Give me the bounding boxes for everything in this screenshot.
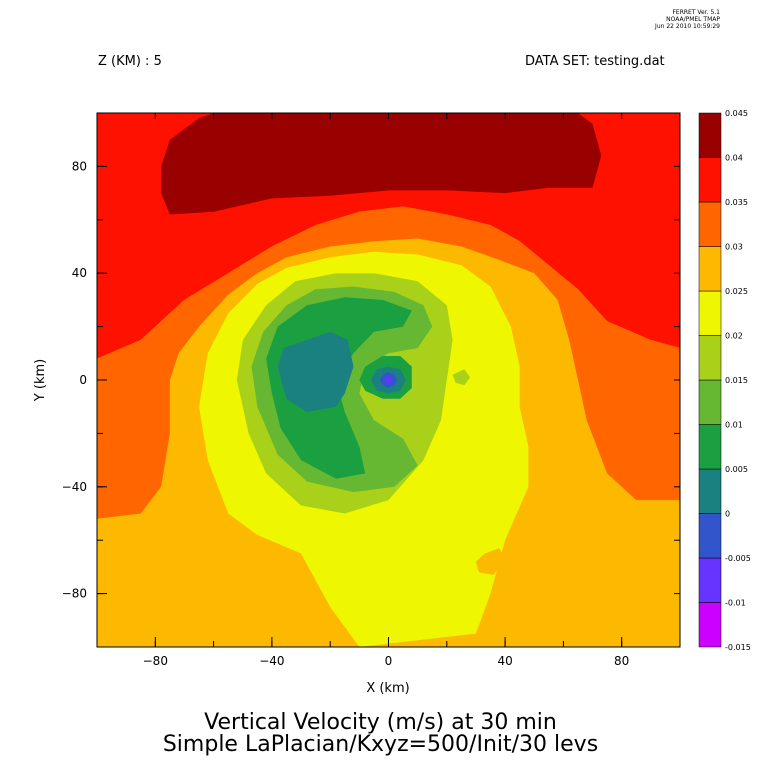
colorbar-label: 0.025 — [725, 287, 748, 296]
colorbar-label: 0.04 — [725, 154, 743, 163]
colorbar-label: 0.045 — [725, 109, 748, 118]
x-tick-label: 80 — [614, 654, 629, 668]
colorbar-swatch — [698, 468, 722, 514]
contour-region-8 — [277, 331, 354, 412]
contour-region-13 — [452, 369, 471, 386]
colorbar-swatch — [698, 513, 722, 559]
contour-regions — [97, 113, 680, 647]
y-tick-label: 80 — [72, 159, 87, 173]
x-tick-label: −40 — [259, 654, 284, 668]
colorbar-swatch — [698, 290, 722, 336]
y-axis-label: Y (km) — [33, 359, 48, 402]
y-tick-label: −40 — [62, 480, 87, 494]
x-tick-label: 0 — [385, 654, 393, 668]
colorbar-swatch — [698, 112, 722, 158]
ferret-version-text: FERRET Ver. 5.1 — [672, 9, 720, 16]
colorbar-swatch — [698, 602, 722, 648]
colorbar-label: 0.01 — [725, 421, 743, 430]
dataset-label: DATA SET: testing.dat — [525, 54, 665, 69]
colorbar-label: -0.015 — [725, 643, 751, 652]
colorbar-label: 0.005 — [725, 465, 748, 474]
colorbar-label: -0.01 — [725, 599, 746, 608]
colorbar-swatch — [698, 557, 722, 603]
contour-region-14 — [475, 548, 506, 575]
contour-region-12 — [384, 376, 393, 384]
x-tick-label: 40 — [497, 654, 512, 668]
colorbar-label: 0.015 — [725, 376, 748, 385]
y-tick-label: 40 — [72, 266, 87, 280]
z-level-label: Z (KM) : 5 — [98, 54, 162, 69]
colorbar: -0.015 -0.01 -0.005 0 0.005 0.01 0.015 0.02 0.02… — [698, 109, 751, 652]
x-axis-label: X (km) — [366, 681, 409, 696]
colorbar-label: 0.02 — [725, 332, 743, 341]
colorbar-swatch — [698, 201, 722, 247]
organization-text: NOAA/PMEL TMAP — [666, 16, 720, 23]
contour-region-1 — [161, 113, 602, 215]
colorbar-swatch — [698, 379, 722, 425]
colorbar-swatch — [698, 157, 722, 203]
colorbar-label: 0.03 — [725, 243, 743, 252]
axis-ticks: −80 −40 0 40 80 −80 −40 0 40 80 — [62, 112, 681, 668]
colorbar-label: 0.035 — [725, 198, 748, 207]
chart-title: Vertical Velocity (m/s) at 30 min — [204, 710, 557, 735]
timestamp-text: Jun 22 2010 10:59:29 — [655, 23, 720, 30]
colorbar-swatch — [698, 246, 722, 292]
x-tick-label: −80 — [143, 654, 168, 668]
colorbar-swatch — [698, 335, 722, 381]
colorbar-label: -0.005 — [725, 554, 751, 563]
chart-subtitle: Simple LaPlacian/Kxyz=500/Init/30 levs — [162, 732, 599, 757]
y-tick-label: −80 — [62, 587, 87, 601]
colorbar-label: 0 — [725, 510, 730, 519]
y-tick-label: 0 — [79, 373, 87, 387]
colorbar-swatch — [698, 424, 722, 470]
